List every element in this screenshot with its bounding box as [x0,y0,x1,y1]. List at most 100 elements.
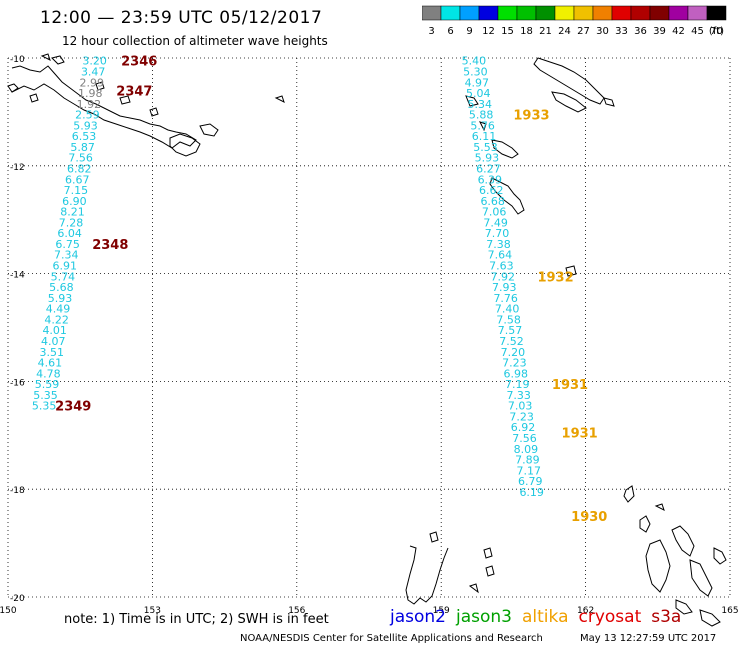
coast-islet-8 [149,107,159,117]
pass-time-label: 2348 [92,238,128,253]
coast-solomon-3 [465,95,479,107]
coast-solomon-2 [551,91,587,113]
wave-height-label: 7.03 [508,400,533,413]
wave-height-label: 5.34 [467,98,492,111]
wave-height-label: 7.20 [501,346,526,359]
wave-height-label: 2.59 [75,109,100,122]
lon-tick-label: 165 [721,606,738,616]
wave-height-label: 2.99 [80,76,105,89]
wave-height-label: 4.97 [465,76,490,89]
lat-tick-label: -18 [10,486,25,496]
legend-label: 12 [482,26,495,37]
coast-islet-4 [40,53,51,61]
wave-height-label: 7.63 [489,260,514,273]
wave-height-label: 7.06 [482,206,507,219]
pass-time-label: 1931 [562,427,598,442]
satellite-label-jason2: jason2 [390,607,446,627]
legend-label: 45 [691,26,704,37]
wave-height-label: 8.21 [60,206,85,219]
wave-height-label: 7.64 [488,249,513,262]
wave-height-label: 5.68 [49,281,74,294]
legend-label: 27 [577,26,590,37]
wave-height-label: 6.62 [479,184,504,197]
lat-tick-label: -10 [10,55,25,65]
coast-vanuatu-7 [675,599,693,615]
wave-height-label: 7.49 [483,216,508,229]
legend-label: 18 [520,26,533,37]
coast-solomon-main [533,57,605,105]
wave-height-label: 7.58 [496,313,521,326]
wave-height-label: 7.23 [509,410,534,423]
wave-height-label: 5.35 [33,389,58,402]
wave-height-label: 5.40 [462,55,487,68]
coast-islet-3 [51,55,65,65]
wave-height-label: 6.19 [519,486,544,499]
wave-height-label: 7.57 [498,324,523,337]
legend-label: 9 [466,26,472,37]
coast-rennell [491,139,519,159]
coast-vanuatu-9 [654,503,665,511]
wave-height-label: 8.09 [514,443,539,456]
coast-louisiade [169,133,201,157]
pass-time-label: 2347 [116,84,152,99]
legend-unit: (ft) [709,26,724,37]
lat-tick-label: -16 [10,378,25,388]
coast-vanuatu-2 [639,515,651,533]
wave-height-label: 4.61 [38,357,63,370]
pass-time-label: 1932 [537,270,573,285]
legend-label: 24 [558,26,571,37]
wave-height-label: 7.40 [495,303,520,316]
wave-height-label: 7.15 [64,184,89,197]
footer-note: note: 1) Time is in UTC; 2) SWH is in fe… [64,612,329,627]
lon-tick-label: 156 [288,606,305,616]
satellite-label-s3a: s3a [651,607,682,627]
legend-label: 6 [447,26,453,37]
pass-time-label: 1931 [552,378,588,393]
wave-height-label: 5.53 [473,141,498,154]
coastline [7,53,727,627]
legend-label: 15 [501,26,514,37]
wave-height-label: 6.27 [476,162,501,175]
credit-line: NOAA/NESDIS Center for Satellite Applica… [240,633,543,644]
coast-reef-6 [468,583,479,594]
lat-tick-label: -12 [10,163,25,173]
pass-time-labels: 2346 2347 2348 2349 1933 1932 1931 1931 1930 [55,55,607,525]
legend-label: 36 [634,26,647,37]
pass-time-label: 2346 [121,55,157,70]
legend-label: 21 [539,26,552,37]
wave-height-label: 7.76 [493,292,518,305]
coast-vanuatu-6 [713,547,727,565]
wave-height-label: 6.04 [57,227,82,240]
satellite-label-jason3: jason3 [456,607,512,627]
wave-height-label: 6.90 [62,195,87,208]
wave-height-label: 6.91 [53,260,78,273]
wave-height-label: 4.49 [46,303,71,316]
legend-swatch [706,5,727,21]
wave-height-label: 7.93 [492,281,517,294]
wave-height-label: 6.98 [504,367,529,380]
coast-rennell-2 [479,121,487,132]
wave-height-values: 3.203.472.991.981.922.595.936.535.877.56… [32,55,544,499]
wave-height-label: 6.67 [65,173,90,186]
wave-height-label: 7.92 [491,270,516,283]
wave-height-label: 7.19 [505,378,530,391]
wave-height-label: 6.79 [518,475,543,488]
legend-label: 33 [615,26,628,37]
lat-tick-label: -20 [10,594,25,604]
satellite-label-cryosat: cryosat [578,607,642,627]
wave-height-label: 4.07 [41,335,66,348]
wave-height-label: 1.98 [78,87,103,100]
page-title: 12:00 — 23:59 UTC 05/12/2017 [40,8,323,28]
coast-louisiade-2 [199,123,219,137]
lon-tick-label: 162 [577,606,594,616]
pass-time-label: 2349 [55,400,91,415]
wave-height-label: 5.93 [475,152,500,165]
legend-label: 42 [672,26,685,37]
legend-label: 3 [428,26,434,37]
wave-height-label: 6.82 [67,162,92,175]
wave-height-label: 6.92 [511,421,536,434]
coast-reef-4 [483,547,493,559]
coast-reef-1 [489,177,525,215]
coast-islet-6 [119,95,131,105]
wave-height-label: 7.89 [515,454,540,467]
